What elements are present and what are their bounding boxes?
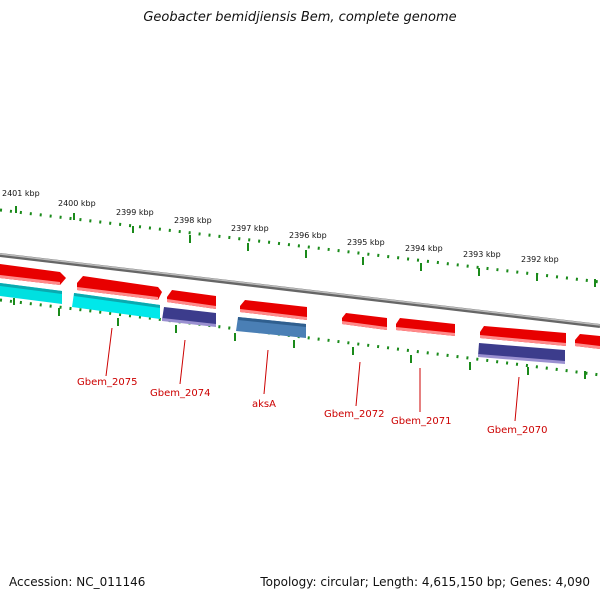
gene-label: aksA	[252, 399, 276, 410]
gene-label: Gbem_2070	[487, 425, 547, 436]
scale-label: 2393 kbp	[463, 250, 501, 259]
gene-feature	[478, 343, 565, 363]
gene-feature	[0, 283, 62, 304]
gene-label: Gbem_2071	[391, 416, 451, 427]
gene-feature	[72, 293, 160, 319]
scale-label: 2397 kbp	[231, 224, 269, 233]
inner-ticks	[13, 298, 586, 379]
gene-label: Gbem_2072	[324, 409, 384, 420]
genome-summary-text: Topology: circular; Length: 4,615,150 bp…	[260, 575, 590, 589]
map-title: Geobacter bemidjiensis Bem, complete gen…	[143, 10, 457, 25]
scale-label: 2400 kbp	[58, 199, 96, 208]
scale-label: 2399 kbp	[116, 208, 154, 217]
scale-label: 2396 kbp	[289, 231, 327, 240]
reverse-genes	[0, 283, 565, 364]
scale-label: 2395 kbp	[347, 238, 385, 247]
scale-label: 2401 kbp	[2, 189, 40, 198]
label-leaders	[105, 327, 520, 422]
scale-labels: 2401 kbp 2400 kbp 2399 kbp 2398 kbp 2397…	[2, 189, 559, 264]
scale-label: 2394 kbp	[405, 244, 443, 253]
gene-label: Gbem_2075	[77, 377, 137, 388]
accession-text: Accession: NC_011146	[9, 575, 146, 589]
scale-line-outer	[0, 208, 600, 284]
scale-ticks	[15, 206, 596, 287]
gene-labels: Gbem_2075 Gbem_2074 aksA Gbem_2072 Gbem_…	[77, 377, 547, 436]
scale-label: 2392 kbp	[521, 255, 559, 264]
gene-feature	[77, 276, 162, 300]
gene-label: Gbem_2074	[150, 388, 210, 399]
forward-genes	[0, 264, 600, 349]
scale-label: 2398 kbp	[174, 216, 212, 225]
